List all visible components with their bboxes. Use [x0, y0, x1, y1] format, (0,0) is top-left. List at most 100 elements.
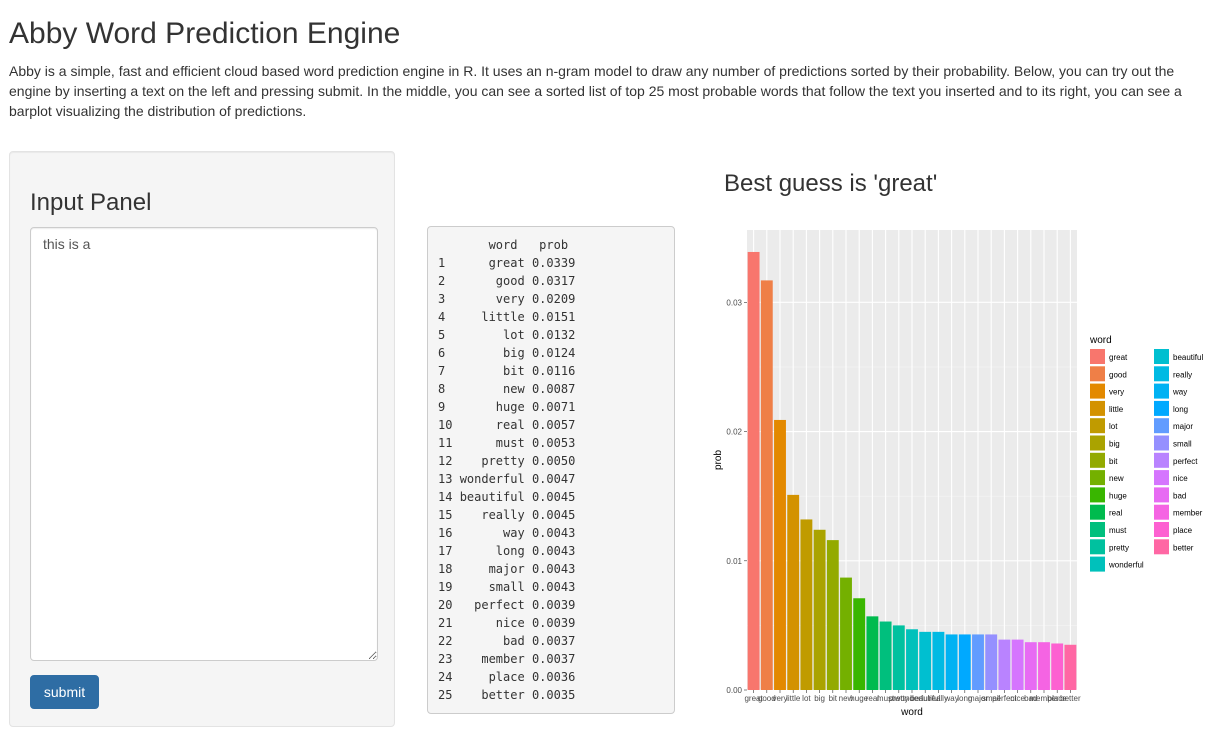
row-index: 21 — [438, 616, 453, 630]
table-row: 7 bit 0.0116 — [438, 364, 575, 378]
row-prob: 0.0317 — [531, 274, 576, 288]
table-row: 16 way 0.0043 — [438, 526, 575, 540]
legend-key — [1090, 452, 1105, 468]
row-prob: 0.0045 — [531, 508, 576, 522]
bar-big — [813, 529, 826, 690]
text-input[interactable]: this is a — [30, 227, 378, 661]
legend-label: must — [1109, 526, 1127, 535]
table-row: 9 huge 0.0071 — [438, 400, 575, 414]
row-index: 8 — [438, 382, 453, 396]
row-index: 11 — [438, 436, 453, 450]
x-tick-label: lot — [802, 694, 811, 703]
table-row: 5 lot 0.0132 — [438, 328, 575, 342]
legend-label: pretty — [1109, 543, 1129, 552]
legend-label: member — [1173, 509, 1203, 518]
bar-wonderful — [906, 629, 918, 690]
legend-label: major — [1173, 422, 1193, 431]
x-tick-label: perfect — [992, 694, 1017, 703]
row-index: 14 — [438, 490, 453, 504]
bar-good — [760, 280, 773, 690]
table-row: 4 little 0.0151 — [438, 310, 575, 324]
row-index: 18 — [438, 562, 453, 576]
row-word: must — [459, 436, 525, 450]
row-word: good — [459, 274, 525, 288]
row-index: 12 — [438, 454, 453, 468]
table-row: 12 pretty 0.0050 — [438, 454, 575, 468]
row-word: new — [459, 382, 525, 396]
input-panel: Input Panel this is a submit — [9, 151, 395, 727]
row-word: little — [459, 310, 525, 324]
x-tick-label: way — [943, 694, 958, 703]
legend-key — [1090, 470, 1105, 486]
legend-label: lot — [1109, 422, 1118, 431]
row-index: 3 — [438, 292, 453, 306]
legend-label: good — [1109, 370, 1127, 379]
x-tick-label: must — [877, 694, 895, 703]
row-index: 25 — [438, 688, 453, 702]
legend-label: new — [1109, 474, 1124, 483]
row-index: 2 — [438, 274, 453, 288]
x-tick-label: wonderful — [894, 694, 930, 703]
y-tick-label: 0.03 — [726, 298, 742, 307]
row-word: small — [459, 580, 525, 594]
legend-key — [1090, 522, 1105, 537]
bar-must — [879, 621, 892, 690]
bar-major — [972, 634, 984, 690]
x-tick-label: new — [839, 694, 854, 703]
row-index: 15 — [438, 508, 453, 522]
legend-key — [1154, 435, 1169, 451]
row-word: huge — [459, 400, 525, 414]
row-word: bad — [459, 634, 525, 648]
table-row: 1 great 0.0339 — [438, 256, 575, 270]
row-prob: 0.0151 — [531, 310, 576, 324]
row-prob: 0.0043 — [531, 580, 576, 594]
bar-small — [985, 634, 998, 690]
row-index: 4 — [438, 310, 453, 324]
legend-key — [1154, 349, 1169, 364]
x-tick-label: real — [866, 694, 880, 703]
table-row: 11 must 0.0053 — [438, 436, 575, 450]
table-row: 17 long 0.0043 — [438, 544, 575, 558]
row-word: pretty — [459, 454, 525, 468]
row-word: perfect — [459, 598, 525, 612]
legend-key — [1154, 522, 1169, 537]
y-axis-title: prob — [713, 450, 724, 470]
legend-label: better — [1173, 543, 1194, 552]
row-word: lot — [459, 328, 525, 342]
row-index: 20 — [438, 598, 453, 612]
legend-label: real — [1109, 509, 1123, 518]
row-index: 10 — [438, 418, 453, 432]
row-index: 17 — [438, 544, 453, 558]
row-index: 22 — [438, 634, 453, 648]
row-prob: 0.0071 — [531, 400, 576, 414]
y-tick-label: 0.00 — [726, 686, 742, 695]
row-prob: 0.0043 — [531, 562, 576, 576]
bar-bit — [826, 540, 839, 690]
legend-label: beautiful — [1173, 353, 1203, 362]
x-tick-label: nice — [1010, 694, 1025, 703]
table-row: 15 really 0.0045 — [438, 508, 575, 522]
legend-label: perfect — [1173, 457, 1198, 466]
x-tick-label: place — [1048, 694, 1068, 703]
table-row: 18 major 0.0043 — [438, 562, 575, 576]
legend-label: small — [1173, 440, 1192, 449]
legend-key — [1090, 366, 1105, 382]
bar-long — [958, 634, 971, 690]
bar-beautiful — [919, 631, 932, 690]
table-header: word prob — [488, 238, 569, 252]
bar-place — [1051, 643, 1064, 690]
legend-key — [1154, 452, 1169, 468]
x-tick-label: great — [744, 694, 763, 703]
row-index: 23 — [438, 652, 453, 666]
intro-text: Abby is a simple, fast and efficient clo… — [9, 63, 1182, 119]
row-prob: 0.0339 — [531, 256, 576, 270]
row-prob: 0.0116 — [531, 364, 576, 378]
bar-little — [787, 494, 800, 690]
submit-button[interactable]: submit — [30, 675, 99, 709]
legend-key — [1090, 383, 1105, 399]
y-tick-label: 0.01 — [726, 557, 742, 566]
row-prob: 0.0057 — [531, 418, 576, 432]
row-index: 9 — [438, 400, 453, 414]
legend-label: bit — [1109, 457, 1118, 466]
legend-key — [1154, 366, 1169, 382]
